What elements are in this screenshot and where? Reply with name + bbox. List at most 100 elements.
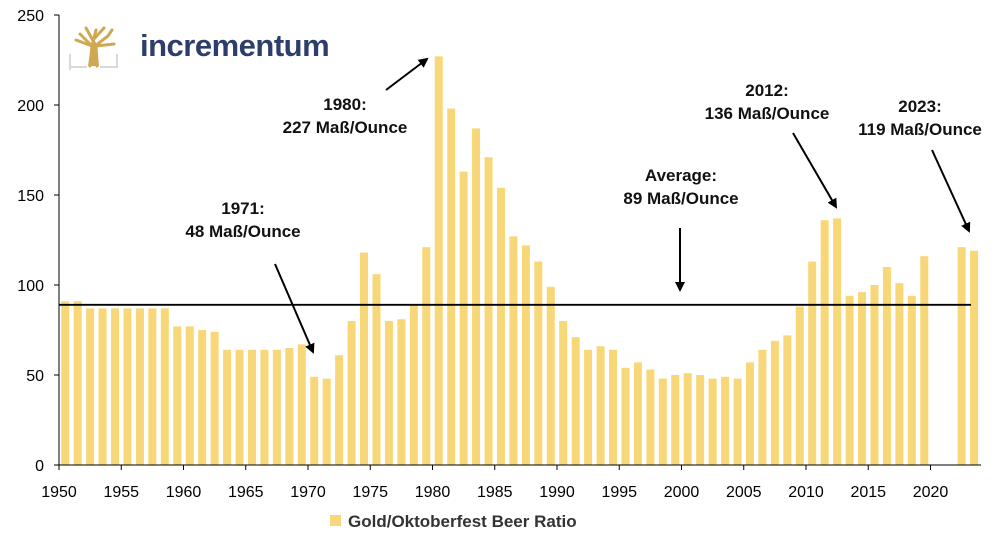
bar-1970 [310,376,319,465]
annotation-arrow-4 [931,149,971,233]
bar-1971 [322,378,331,465]
bar-1973 [347,321,356,465]
annotation-3-line-0: 2012: [745,81,788,100]
annotation-1-line-0: 1980: [323,95,366,114]
x-tick-label-2020: 2020 [913,484,949,501]
bar-1995 [621,367,630,465]
bar-2015 [870,285,879,465]
bar-1982 [459,171,468,465]
incrementum-logo: incrementum [69,26,330,70]
bar-1954 [111,308,120,465]
bar-1962 [210,331,219,465]
annotation-0-line-1: 48 Maß/Ounce [185,222,300,241]
bar-series [61,56,979,466]
bar-1984 [484,157,493,465]
bar-2004 [733,378,742,465]
bar-1996 [633,362,642,465]
bar-1958 [160,308,169,465]
bar-1966 [260,349,269,465]
bar-2014 [858,292,867,465]
legend-swatch [330,515,341,526]
bar-1991 [571,337,580,465]
bar-2012 [833,218,842,465]
bar-2008 [783,335,792,465]
bar-1952 [86,308,95,465]
bar-1998 [658,378,667,465]
bar-1967 [272,349,281,465]
bar-1988 [534,261,543,465]
x-tick-label-1975: 1975 [352,484,388,501]
bar-1951 [73,301,82,465]
bar-1983 [472,128,481,465]
annotation-4-line-0: 2023: [898,97,941,116]
bar-2022 [957,247,966,465]
bar-2019 [920,256,929,465]
bar-2001 [696,375,705,465]
bar-1979 [422,247,431,465]
bar-1974 [360,252,369,465]
bar-2013 [845,295,854,465]
bar-1965 [247,349,256,465]
x-tick-label-1985: 1985 [477,484,513,501]
bar-2007 [770,340,779,465]
bar-2017 [895,283,904,465]
bar-1960 [185,326,194,465]
bar-1964 [235,349,244,465]
bar-1950 [61,301,70,465]
bar-1975 [372,274,381,465]
bar-2018 [907,295,916,465]
x-tick-label-1965: 1965 [228,484,264,501]
bar-2009 [795,306,804,465]
y-tick-label-0: 0 [35,458,44,475]
bar-1959 [173,326,182,465]
bar-2002 [708,378,717,465]
bar-1955 [123,308,132,465]
x-tick-label-2000: 2000 [664,484,700,501]
bar-1990 [559,321,568,465]
bar-1993 [596,346,605,465]
bar-2010 [808,261,817,465]
y-tick-label-200: 200 [17,98,44,115]
annotation-3-line-1: 136 Maß/Ounce [705,104,830,123]
annotation-2-line-0: Average: [645,166,717,185]
bar-1997 [646,369,655,465]
bar-2003 [721,376,730,465]
bar-1992 [584,349,593,465]
bar-1985 [496,187,505,466]
annotation-4-line-1: 119 Maß/Ounce [858,120,982,139]
axes: 0 50 100 150 200 250 1950 1955 1960 1965 1970 1975 1… [17,8,981,501]
bar-1957 [148,308,157,465]
x-tick-label-1995: 1995 [601,484,637,501]
annotation-1-line-1: 227 Maß/Ounce [283,118,408,137]
bar-2023 [970,250,979,465]
legend-label: Gold/Oktoberfest Beer Ratio [348,512,577,531]
annotation-arrow-1 [385,57,429,91]
bar-1969 [297,344,306,465]
bar-1977 [397,319,406,465]
x-tick-label-1955: 1955 [103,484,139,501]
logo-wordmark: incrementum [140,28,329,63]
bar-1968 [285,348,294,465]
legend: Gold/Oktoberfest Beer Ratio [330,512,577,531]
bar-1986 [509,236,518,465]
y-tick-label-50: 50 [26,368,44,385]
bar-2006 [758,349,767,465]
y-tick-label-250: 250 [17,8,44,25]
x-tick-label-1980: 1980 [415,484,451,501]
bar-1981 [447,108,456,465]
bar-1972 [335,355,344,465]
bar-1980 [434,56,443,466]
bar-2016 [882,267,891,465]
bar-1953 [98,308,107,465]
x-tick-label-2010: 2010 [788,484,824,501]
bar-1976 [384,321,393,465]
tree-icon [69,26,118,70]
x-tick-label-1990: 1990 [539,484,575,501]
x-tick-label-1960: 1960 [166,484,202,501]
x-tick-label-2005: 2005 [726,484,762,501]
bar-1963 [223,349,232,465]
y-tick-label-100: 100 [17,278,44,295]
bar-2000 [683,373,692,465]
annotation-arrow-0 [274,263,315,354]
x-tick-label-1970: 1970 [290,484,326,501]
